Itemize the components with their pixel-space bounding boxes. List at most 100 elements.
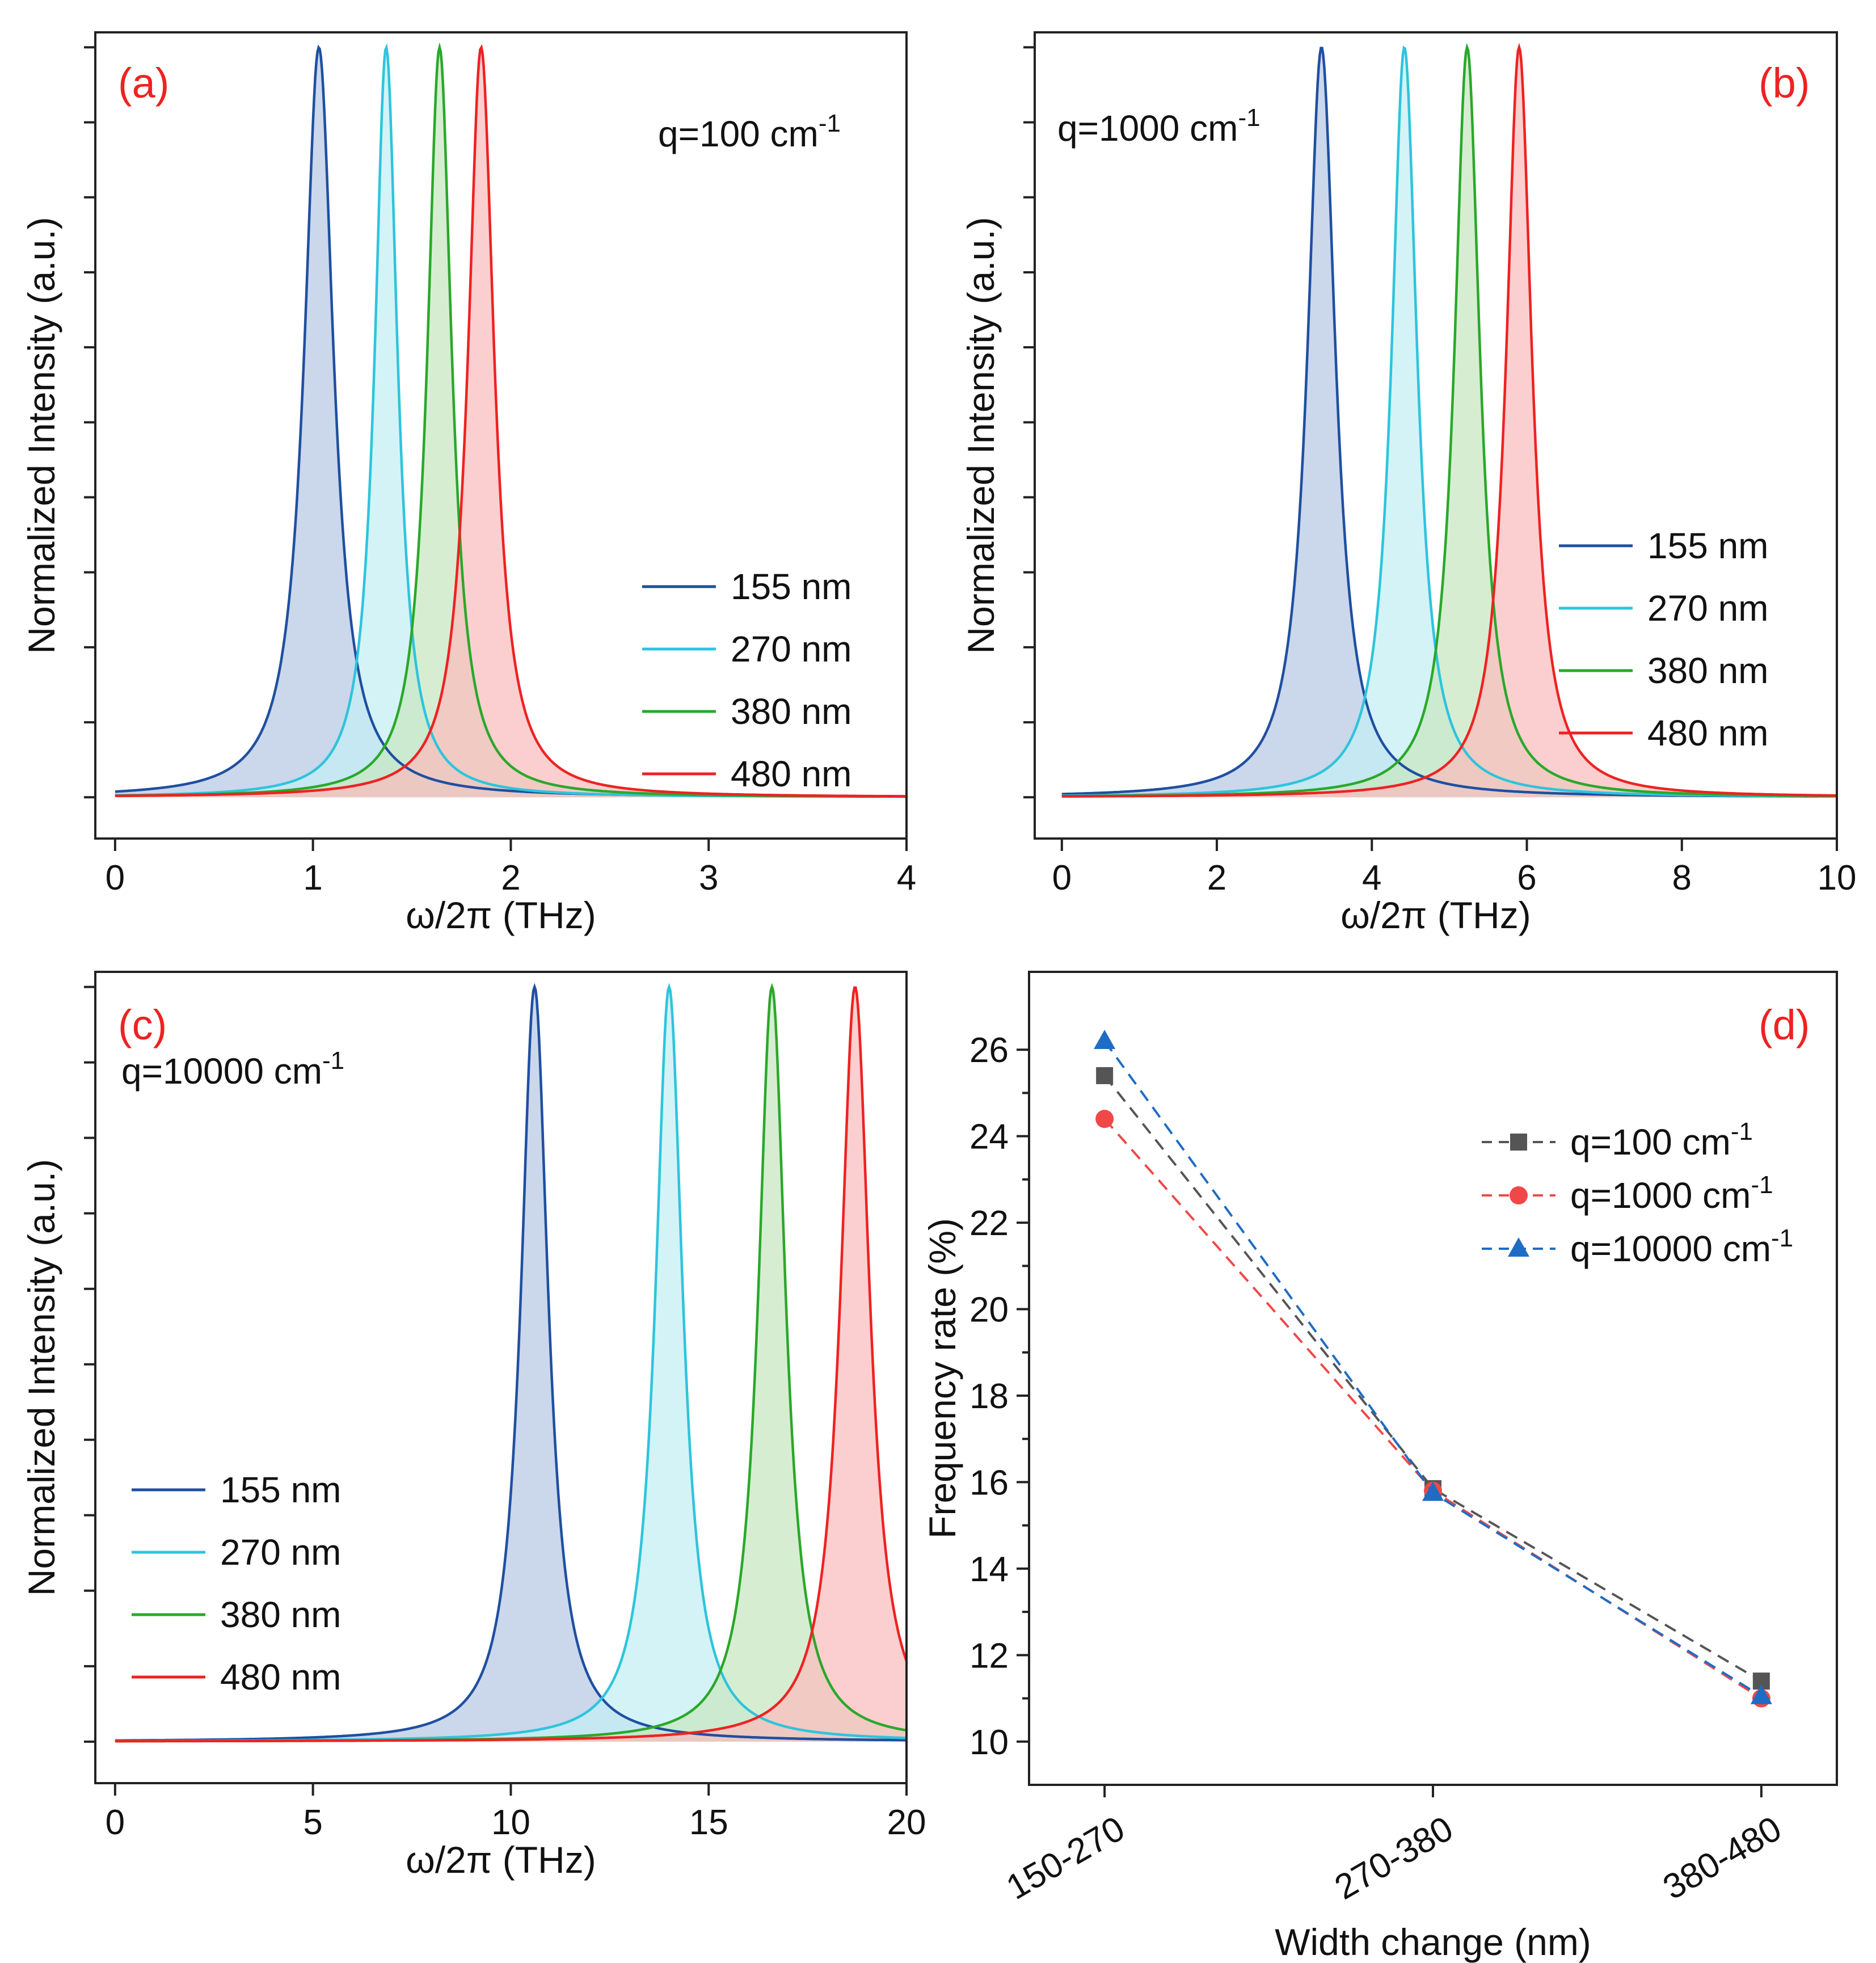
legend: 155 nm 270 nm 380 nm 480 nm — [132, 1469, 341, 1697]
x-tick-label: 0 — [106, 858, 125, 898]
x-tick-label: 380-480 — [1656, 1809, 1788, 1907]
x-tick-label: 10 — [491, 1803, 530, 1842]
series-triangle — [1094, 1029, 1772, 1704]
y-axis-title: Normalized Intensity (a.u.) — [20, 1159, 62, 1596]
plot-frame — [1034, 31, 1838, 840]
y-tick-label: 16 — [969, 1463, 1009, 1502]
x-tick-label: 4 — [897, 858, 916, 898]
legend-label-base: q=1000 cm — [1570, 1175, 1751, 1216]
plot-frame — [94, 971, 908, 1784]
y-tick-label: 10 — [969, 1723, 1009, 1762]
y-axis-title: Normalized Intensity (a.u.) — [20, 217, 62, 654]
spectrum-panel-b: 0 2 4 6 8 10 ω/2π (THz) Normalized Intensity (a… — [960, 31, 1857, 936]
q-annotation-base: q=100 cm — [658, 113, 819, 154]
series-line-155-nm — [115, 983, 907, 1742]
x-tick-label: 5 — [303, 1803, 322, 1842]
series-fill-155-nm — [115, 987, 907, 1742]
q-annotation-sup: -1 — [322, 1047, 344, 1075]
x-tick-label: 2 — [1207, 858, 1226, 898]
y-axis-title: Normalized Intensity (a.u.) — [960, 217, 1002, 654]
x-tick-label: 20 — [887, 1803, 926, 1842]
legend: q=100 cm-1q=1000 cm-1q=10000 cm-1 — [1482, 1118, 1793, 1269]
legend-label: 480 nm — [1647, 713, 1768, 753]
data-point — [1750, 1684, 1772, 1704]
spectrum-panel-a: 0 1 2 3 4 ω/2π (THz) Normalized Intensity (a.u… — [20, 31, 916, 936]
legend-label: 155 nm — [731, 566, 851, 607]
legend-label: 270 nm — [731, 629, 851, 669]
series-line — [1103, 1075, 1762, 1682]
series-line-480-nm — [115, 986, 907, 1743]
y-tick-label: 12 — [969, 1636, 1009, 1675]
series-line-480-nm — [1061, 43, 1837, 798]
x-axis-title: Width change (nm) — [1275, 1921, 1591, 1963]
legend-label-base: q=10000 cm — [1570, 1228, 1771, 1269]
plot-area — [115, 983, 907, 1743]
legend-label: q=100 cm-1 — [1570, 1118, 1753, 1162]
series-fill-480-nm — [115, 47, 907, 798]
q-annotation: q=1000 cm-1 — [1057, 104, 1260, 149]
legend-label: 270 nm — [1647, 588, 1768, 629]
q-annotation: q=100 cm-1 — [658, 109, 841, 154]
plot-frame — [1028, 971, 1838, 1786]
panel-label: (b) — [1759, 60, 1810, 107]
x-tick-label: 8 — [1672, 858, 1692, 898]
y-axis-title: Frequency rate (%) — [921, 1218, 963, 1539]
series-line-480-nm — [115, 44, 907, 798]
data-point — [1096, 1067, 1114, 1084]
data-point — [1422, 1481, 1444, 1501]
series-fill-480-nm — [115, 987, 907, 1742]
legend-label: q=10000 cm-1 — [1570, 1224, 1793, 1269]
legend-label: 155 nm — [1647, 525, 1768, 566]
legend: 155 nm 270 nm 380 nm 480 nm — [1559, 525, 1768, 753]
data-point — [1095, 1110, 1114, 1128]
x-axis-title: ω/2π (THz) — [1340, 894, 1531, 936]
legend-label-sup: -1 — [1731, 1118, 1753, 1145]
legend-label-base: q=100 cm — [1570, 1122, 1731, 1162]
legend: 155 nm 270 nm 380 nm 480 nm — [642, 566, 851, 794]
x-tick-label: 2 — [501, 858, 520, 898]
plot-area — [115, 42, 907, 798]
y-tick-label: 20 — [969, 1291, 1009, 1330]
y-tick-label: 22 — [969, 1204, 1009, 1243]
x-axis-title: ω/2π (THz) — [406, 894, 596, 936]
x-tick-label: 270-380 — [1328, 1809, 1460, 1907]
panel-label: (c) — [118, 1001, 167, 1048]
legend-label: 155 nm — [220, 1469, 341, 1510]
x-tick-label: 0 — [1052, 858, 1072, 898]
plot-area — [1061, 43, 1837, 798]
series-fill-155-nm — [115, 47, 907, 798]
q-annotation-base: q=10000 cm — [121, 1051, 322, 1092]
panel-label: (a) — [118, 60, 169, 107]
legend-marker — [1508, 1237, 1529, 1257]
legend-label: 480 nm — [220, 1657, 341, 1697]
x-tick-label: 6 — [1517, 858, 1536, 898]
y-tick-label: 18 — [969, 1377, 1009, 1416]
legend-label-sup: -1 — [1771, 1224, 1793, 1252]
legend-marker — [1510, 1186, 1528, 1204]
x-tick-label: 150-270 — [1000, 1809, 1132, 1907]
plot-frame — [94, 31, 908, 840]
q-annotation-sup: -1 — [1238, 104, 1260, 132]
spectrum-panel-c: 0 5 10 15 20 ω/2π (THz) Normalized Intensity (… — [20, 971, 926, 1881]
frequency-rate-panel: 10 12 14 16 18 20 22 24 26 150-270 270-380 380-480 W… — [921, 971, 1838, 1963]
x-tick-label: 15 — [689, 1803, 728, 1842]
legend-label: 270 nm — [220, 1532, 341, 1573]
panel-label: (d) — [1759, 1001, 1810, 1048]
data-point — [1094, 1029, 1116, 1049]
x-axis-title: ω/2π (THz) — [406, 1839, 596, 1881]
legend-marker — [1510, 1134, 1527, 1151]
y-tick-label: 26 — [969, 1031, 1009, 1070]
y-tick-label: 14 — [969, 1550, 1009, 1589]
x-tick-label: 4 — [1362, 858, 1381, 898]
x-tick-label: 1 — [303, 858, 322, 898]
x-tick-label: 10 — [1818, 858, 1857, 898]
series-fill-380-nm — [1061, 47, 1837, 798]
legend-label: 380 nm — [220, 1594, 341, 1635]
legend-label: 380 nm — [1647, 650, 1768, 691]
x-tick-label: 3 — [699, 858, 718, 898]
q-annotation-base: q=1000 cm — [1057, 108, 1238, 149]
q-annotation-sup: -1 — [819, 109, 841, 137]
x-tick-label: 0 — [106, 1803, 125, 1842]
y-tick-label: 24 — [969, 1118, 1009, 1157]
